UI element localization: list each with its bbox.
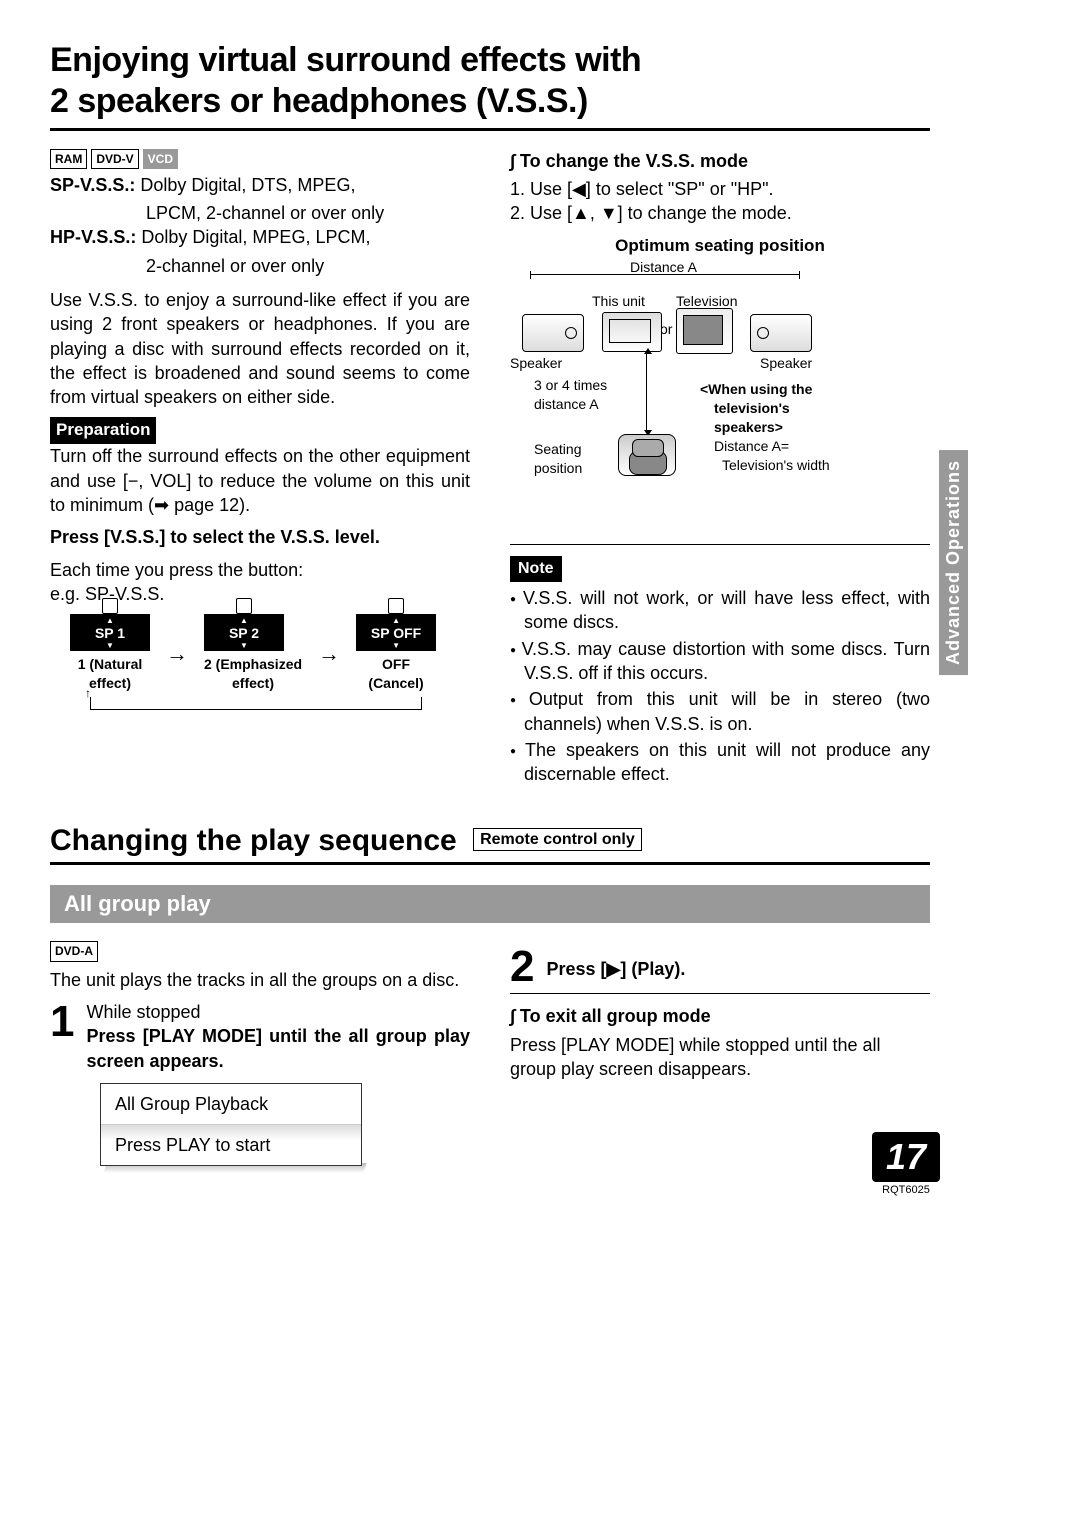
step1-body: Press [PLAY MODE] until the all group pl…	[86, 1024, 470, 1073]
opt-seating-title: Optimum seating position	[510, 235, 930, 258]
unit-icon	[602, 312, 662, 352]
step1-pre: While stopped	[86, 1000, 470, 1024]
intro-para: Use V.S.S. to enjoy a surround-like effe…	[50, 288, 470, 409]
allgroup-bar: All group play	[50, 885, 930, 923]
section2-title: Changing the play sequence Remote contro…	[50, 824, 930, 858]
preparation-label: Preparation	[50, 417, 156, 444]
change-mode-title: ∫ To change the V.S.S. mode	[510, 149, 930, 173]
title-rule	[50, 128, 930, 131]
speaker-right-icon	[750, 314, 812, 352]
badge-dvdv: DVD-V	[91, 149, 138, 169]
prep-text: Turn off the surround effects on the oth…	[50, 444, 470, 517]
hpvss-text2: 2-channel or over only	[50, 254, 470, 278]
exit-title: ∫ To exit all group mode	[510, 1004, 930, 1028]
arrow-2: →	[318, 639, 340, 669]
spvss-label: SP-V.S.S.:	[50, 175, 135, 195]
badge-dvda: DVD-A	[50, 941, 98, 961]
diag-dist-a: Distance A	[630, 258, 697, 277]
diag-34-times: 3 or 4 timesdistance A	[534, 376, 607, 414]
sp-box-2: ▲SP 2▼	[204, 614, 284, 651]
hpvss-row: HP-V.S.S.: Dolby Digital, MPEG, LPCM,	[50, 225, 470, 249]
spvss-text2: LPCM, 2-channel or over only	[50, 201, 470, 225]
badge-vcd: VCD	[143, 149, 178, 169]
arrow-1: →	[166, 639, 188, 669]
step-2: 2 Press [▶] (Play).	[510, 945, 930, 989]
sp-box-off: ▲SP OFF▼	[356, 614, 436, 651]
seating-diagram: Distance A This unit Television or Speak…	[510, 264, 930, 534]
step2-body: Press [▶] (Play).	[546, 945, 930, 989]
change-mode-step-2: 2. Use [▲, ▼] to change the mode.	[510, 201, 930, 225]
title-line2: 2 speakers or headphones (V.S.S.)	[50, 82, 588, 120]
badge-ram: RAM	[50, 149, 87, 169]
step-1: 1 While stopped Press [PLAY MODE] until …	[50, 1000, 470, 1073]
vertical-distance-line	[646, 352, 647, 432]
playback-screen: All Group Playback Press PLAY to start	[100, 1083, 362, 1167]
note-1: V.S.S. will not work, or will have less …	[510, 586, 930, 635]
speaker-left-icon	[522, 314, 584, 352]
television-icon	[676, 308, 733, 354]
right-column: ∫ To change the V.S.S. mode 1. Use [◀] t…	[510, 149, 930, 795]
diag-when-using: <When using the television's speakers> D…	[700, 380, 830, 474]
step2-number: 2	[510, 945, 534, 989]
hpvss-text1: Dolby Digital, MPEG, LPCM,	[141, 227, 370, 247]
note-3: Output from this unit will be in stereo …	[510, 687, 930, 736]
change-mode-steps: 1. Use [◀] to select "SP" or "HP". 2. Us…	[510, 177, 930, 226]
screen-top-text: All Group Playback	[101, 1084, 361, 1125]
step2-rule	[510, 993, 930, 994]
sp-item-2: ▲SP 2▼ 2 (Emphasizedeffect)	[204, 614, 302, 693]
section2-rule	[50, 862, 930, 865]
title-line1: Enjoying virtual surround effects with	[50, 41, 641, 79]
press-vss-title: Press [V.S.S.] to select the V.S.S. leve…	[50, 525, 470, 549]
page-num-box: 17	[872, 1132, 940, 1182]
page-title: Enjoying virtual surround effects with 2…	[50, 40, 930, 122]
diag-seating-pos: Seatingposition	[534, 440, 582, 478]
hpvss-label: HP-V.S.S.:	[50, 227, 136, 247]
loop-arrow	[90, 697, 422, 710]
change-mode-step-1: 1. Use [◀] to select "SP" or "HP".	[510, 177, 930, 201]
diag-thisunit: This unit	[592, 292, 645, 311]
section2-badge: Remote control only	[473, 828, 642, 851]
sp-item-off: ▲SP OFF▼ OFF(Cancel)	[356, 614, 436, 693]
divider	[510, 544, 930, 545]
page-number: 17 RQT6025	[872, 1132, 940, 1196]
sp-box-1: ▲SP 1▼	[70, 614, 150, 651]
page-code: RQT6025	[872, 1184, 940, 1196]
spvss-text1: Dolby Digital, DTS, MPEG,	[140, 175, 355, 195]
sp-item-1: ▲SP 1▼ 1 (Naturaleffect)	[70, 614, 150, 693]
each-time-text: Each time you press the button:	[50, 558, 470, 582]
format-badges: RAM DVD-V VCD	[50, 149, 470, 169]
sp-sequence: ▲SP 1▼ 1 (Naturaleffect) → ▲SP 2▼ 2 (Emp…	[70, 614, 470, 693]
diag-speaker-l: Speaker	[510, 354, 562, 373]
left-column: RAM DVD-V VCD SP-V.S.S.: Dolby Digital, …	[50, 149, 470, 795]
sidebar-tab: Advanced Operations	[939, 450, 968, 675]
diag-speaker-r: Speaker	[760, 354, 812, 373]
bottom-left-column: DVD-A The unit plays the tracks in all t…	[50, 937, 470, 1166]
seat-icon	[618, 434, 676, 476]
note-2: V.S.S. may cause distortion with some di…	[510, 637, 930, 686]
note-label: Note	[510, 556, 562, 582]
screen-bot-text: Press PLAY to start	[101, 1125, 361, 1165]
bottom-right-column: 2 Press [▶] (Play). ∫ To exit all group …	[510, 937, 930, 1166]
note-4: The speakers on this unit will not produ…	[510, 738, 930, 787]
note-bullets: V.S.S. will not work, or will have less …	[510, 586, 930, 786]
spvss-row: SP-V.S.S.: Dolby Digital, DTS, MPEG,	[50, 173, 470, 197]
exit-body: Press [PLAY MODE] while stopped until th…	[510, 1033, 930, 1082]
step1-number: 1	[50, 1000, 74, 1073]
allgroup-text: The unit plays the tracks in all the gro…	[50, 968, 470, 992]
